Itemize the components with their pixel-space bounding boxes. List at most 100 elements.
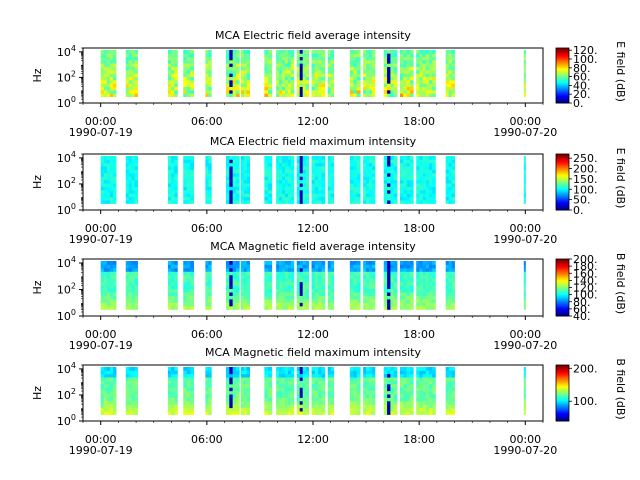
spectrogram-cell <box>330 407 335 412</box>
spectrogram-cell <box>432 162 436 167</box>
spectrogram-cell <box>363 196 367 201</box>
spectrogram-cell <box>109 370 114 375</box>
spectrogram-cell <box>299 73 304 77</box>
spectrogram-cell <box>448 397 452 402</box>
spectrogram-cell <box>363 411 367 415</box>
spectrogram-cell <box>406 172 411 177</box>
spectrogram-cell <box>186 49 191 54</box>
colorbar-segment <box>556 292 569 294</box>
spectrogram-cell <box>349 390 354 395</box>
spectrogram-cell <box>302 169 307 174</box>
spectrogram-cell <box>419 261 423 265</box>
spectrogram-cell <box>264 76 269 81</box>
spectrogram-cell <box>246 404 250 409</box>
spectrogram-cell <box>106 397 111 402</box>
spectrogram-cell <box>131 93 135 97</box>
spectrogram-cell <box>134 278 138 283</box>
colorbar-tick-label: 100. <box>573 183 598 196</box>
spectrogram-cell <box>229 76 234 81</box>
spectrogram-cell <box>134 196 138 201</box>
spectrogram-cell <box>290 288 295 293</box>
spectrogram-cell <box>243 89 248 94</box>
spectrogram-cell <box>321 56 326 61</box>
spectrogram-cell <box>235 83 240 87</box>
spectrogram-cell <box>235 189 240 194</box>
spectrogram-cell <box>321 264 326 269</box>
spectrogram-cell <box>419 93 423 97</box>
spectrogram-cell <box>425 383 430 388</box>
spectrogram-cell <box>387 186 391 191</box>
spectrogram-cell <box>103 79 108 84</box>
spectrogram-cell <box>131 166 135 170</box>
spectrogram-cell <box>112 76 117 81</box>
spectrogram-cell <box>425 66 430 71</box>
spectrogram-cell <box>243 189 248 194</box>
spectrogram-cell <box>128 162 133 167</box>
spectrogram-cell <box>305 193 309 198</box>
spectrogram-cell <box>268 387 273 392</box>
spectrogram-cell <box>171 264 175 269</box>
spectrogram-cell <box>523 373 526 378</box>
spectrogram-cell <box>103 292 108 296</box>
spectrogram-cell <box>284 86 289 91</box>
spectrogram-cell <box>425 285 430 290</box>
spectrogram-cell <box>131 63 135 67</box>
spectrogram-cell <box>523 380 526 385</box>
spectrogram-cell <box>290 380 295 385</box>
spectrogram-cell <box>406 271 411 276</box>
spectrogram-cell <box>321 169 326 174</box>
spectrogram-cell <box>174 63 178 67</box>
spectrogram-cell <box>523 305 526 310</box>
spectrogram-cell <box>399 93 404 97</box>
colorbar-segment <box>556 199 569 202</box>
spectrogram-cell <box>390 278 395 283</box>
spectrogram-cell <box>428 377 433 381</box>
colorbar-segment <box>556 287 569 290</box>
spectrogram-cell <box>174 278 178 283</box>
spectrogram-cell <box>183 383 188 388</box>
spectrogram-cell <box>299 380 304 385</box>
spectrogram-cell <box>409 73 414 77</box>
spectrogram-cell <box>353 380 358 385</box>
spectrogram-cell <box>299 387 304 392</box>
spectrogram-cell <box>125 79 130 84</box>
spectrogram-cell <box>109 292 114 296</box>
spectrogram-cell <box>226 169 230 174</box>
spectrogram-cell <box>246 299 250 303</box>
spectrogram-cell <box>296 172 301 177</box>
spectrogram-cell <box>393 183 398 187</box>
spectrogram-cell <box>390 261 395 265</box>
colorbar-segment <box>556 307 569 310</box>
spectrogram-cell <box>282 411 286 415</box>
colorbar-segment <box>556 155 569 157</box>
spectrogram-cell <box>100 411 105 415</box>
spectrogram-cell <box>112 69 117 74</box>
spectrogram-cell <box>349 305 354 310</box>
spectrogram-cell <box>432 261 436 265</box>
spectrogram-cell <box>422 400 427 405</box>
y-tick-label: 104 <box>57 255 76 270</box>
spectrogram-cell <box>287 183 292 187</box>
spectrogram-cell <box>356 189 361 194</box>
spectrogram-cell <box>445 73 450 77</box>
spectrogram-cell <box>290 73 295 77</box>
spectrogram-cell <box>109 264 114 269</box>
spectrogram-cell <box>232 166 237 170</box>
spectrogram-cell <box>387 271 391 276</box>
spectrogram-cell <box>311 76 316 81</box>
colorbar-segment <box>556 393 569 395</box>
spectrogram-cell <box>321 179 326 184</box>
spectrogram-cell <box>390 299 395 303</box>
spectrogram-cell <box>369 49 373 54</box>
spectrogram-cell <box>422 278 427 283</box>
spectrogram-cell <box>363 69 367 74</box>
spectrogram-cell <box>264 169 269 174</box>
spectrogram-cell <box>186 159 191 164</box>
spectrogram-cell <box>432 400 436 405</box>
spectrogram-cell <box>428 278 433 283</box>
spectrogram-cell <box>448 83 452 87</box>
spectrogram-cell <box>302 380 307 385</box>
spectrogram-cell <box>282 278 286 283</box>
spectrogram-cell <box>356 295 361 300</box>
spectrogram-cell <box>167 299 172 303</box>
